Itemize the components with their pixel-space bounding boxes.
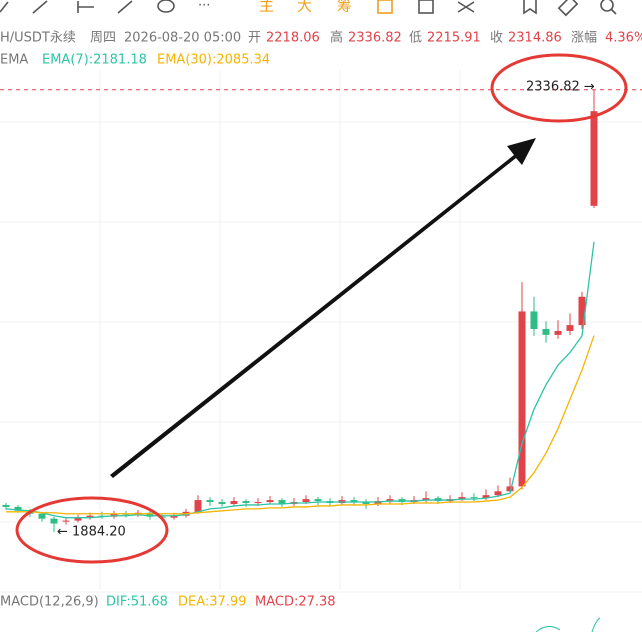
candle-body bbox=[482, 495, 490, 499]
header: H/USDT永续 周四 2026-08-20 05:00 开 2218.06 高… bbox=[0, 30, 642, 68]
candle-body bbox=[218, 502, 226, 504]
min-circle bbox=[15, 496, 169, 564]
candle-body bbox=[494, 491, 502, 496]
candle-body bbox=[566, 325, 574, 331]
open-value: 2218.06 bbox=[266, 31, 320, 46]
tool-ruler[interactable] bbox=[557, 0, 579, 17]
candle-body bbox=[254, 502, 262, 504]
symbol: H/USDT永续 bbox=[0, 31, 76, 46]
low-label: 低 bbox=[409, 31, 422, 46]
tool-bookmark[interactable] bbox=[523, 0, 537, 15]
candle-body bbox=[470, 497, 478, 499]
candle-body bbox=[542, 329, 550, 335]
candle-body bbox=[230, 501, 238, 504]
tool-box[interactable] bbox=[377, 0, 393, 14]
candle-body bbox=[146, 512, 154, 517]
macd-line bbox=[535, 617, 601, 632]
candle-body bbox=[242, 501, 250, 504]
candle-body bbox=[506, 486, 514, 492]
tool-ellipse[interactable] bbox=[157, 0, 175, 13]
min-label: ← 1884.20 bbox=[57, 525, 126, 540]
ema30-label: EMA(30):2085.34 bbox=[157, 53, 270, 68]
candle-body bbox=[2, 504, 10, 507]
candle-body bbox=[422, 498, 430, 501]
max-circle bbox=[490, 53, 628, 123]
open-label: 开 bbox=[248, 31, 261, 46]
close-value: 2314.86 bbox=[508, 31, 562, 46]
tool-big[interactable]: 大 bbox=[297, 0, 312, 15]
candle-body bbox=[194, 500, 202, 512]
change-label: 涨幅 bbox=[571, 31, 597, 46]
annotations: 2336.82 → ← 1884.20 bbox=[15, 53, 628, 564]
candle-body bbox=[590, 111, 598, 206]
candle-body bbox=[38, 513, 46, 519]
tool-segment[interactable] bbox=[117, 0, 133, 14]
tool-draw[interactable] bbox=[418, 0, 434, 14]
ema7-line bbox=[5, 241, 595, 519]
macd-dea: DEA:37.99 bbox=[178, 595, 247, 610]
candle-body bbox=[518, 311, 526, 487]
tool-ray[interactable] bbox=[32, 0, 48, 14]
high-value: 2336.82 bbox=[348, 31, 402, 46]
indicator-name: EMA bbox=[0, 53, 28, 68]
tool-zoom-handle bbox=[610, 8, 617, 15]
candle-body bbox=[530, 311, 538, 330]
close-label: 收 bbox=[490, 31, 503, 46]
candle-body bbox=[554, 330, 562, 335]
candle-body bbox=[578, 296, 586, 326]
tool-zoom[interactable] bbox=[600, 0, 614, 12]
macd-name: MACD(12,26,9) bbox=[0, 595, 99, 610]
tool-main[interactable]: 主 bbox=[259, 0, 274, 15]
candle-body bbox=[62, 520, 70, 522]
ema30-line bbox=[6, 335, 595, 515]
time: 2026-08-20 05:00 bbox=[124, 31, 241, 46]
tool-line[interactable] bbox=[0, 1, 9, 13]
candle-body bbox=[278, 500, 286, 504]
candle-body bbox=[50, 518, 58, 524]
candle-body bbox=[458, 497, 466, 500]
tool-more[interactable]: ··· bbox=[198, 0, 210, 14]
candle-body bbox=[170, 515, 178, 518]
max-label: 2336.82 → bbox=[526, 80, 595, 95]
grid bbox=[0, 70, 642, 593]
candle-body bbox=[74, 517, 82, 521]
trend-arrow bbox=[110, 138, 536, 478]
candle-body bbox=[350, 500, 358, 503]
candle-body bbox=[386, 499, 394, 502]
weekday: 周四 bbox=[90, 31, 116, 46]
candle-body bbox=[86, 515, 94, 518]
candle-body bbox=[266, 500, 274, 503]
macd-header: MACD(12,26,9) DIF:51.68 DEA:37.99 MACD:2… bbox=[0, 595, 601, 632]
high-label: 高 bbox=[330, 30, 343, 46]
candle-body bbox=[362, 502, 370, 504]
ema7-label: EMA(7):2181.18 bbox=[42, 53, 147, 68]
candle-body bbox=[302, 499, 310, 503]
plot bbox=[0, 89, 642, 533]
change-value: 4.36% bbox=[605, 31, 642, 46]
tool-hline[interactable] bbox=[77, 1, 94, 13]
toolbar: ··· 主 大 筹 bbox=[0, 0, 617, 17]
tool-swap[interactable] bbox=[457, 1, 475, 13]
candle-body bbox=[206, 500, 214, 503]
tool-chips[interactable]: 筹 bbox=[337, 0, 352, 15]
candle-body bbox=[14, 506, 22, 511]
candle-body bbox=[314, 499, 322, 502]
low-value: 2215.91 bbox=[427, 31, 481, 46]
macd-value: MACD:27.38 bbox=[255, 595, 336, 610]
macd-dif: DIF:51.68 bbox=[106, 595, 168, 610]
